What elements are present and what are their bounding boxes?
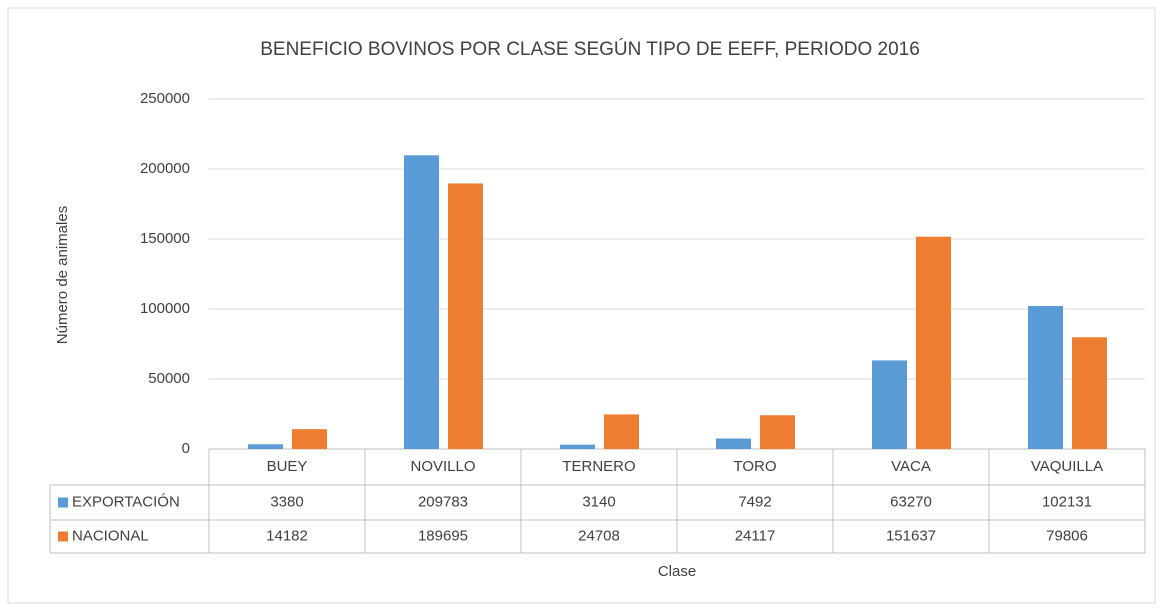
table-value: 102131: [1042, 493, 1092, 510]
y-tick-label: 150000: [140, 230, 190, 247]
y-axis-label: Número de animales: [54, 206, 71, 344]
table-value: 14182: [266, 527, 308, 544]
legend-swatch: [58, 497, 68, 508]
y-tick-label: 0: [182, 440, 190, 457]
bar: [760, 415, 795, 449]
table-value: 3380: [270, 493, 303, 510]
y-tick-label: 250000: [140, 90, 190, 107]
x-tick-label: VAQUILLA: [1031, 458, 1103, 475]
y-tick-label: 100000: [140, 300, 190, 317]
bar: [1072, 337, 1107, 449]
table-value: 151637: [886, 527, 936, 544]
table-value: 3140: [582, 493, 615, 510]
bar: [872, 360, 907, 449]
chart-border: [7, 7, 1156, 604]
table-value: 24117: [735, 527, 776, 544]
table-value: 209783: [418, 493, 468, 510]
x-axis-label: Clase: [658, 563, 696, 580]
y-tick-label: 50000: [148, 370, 190, 387]
x-tick-label: TORO: [733, 458, 776, 475]
table-value: 7492: [738, 493, 771, 510]
table-value: 24708: [578, 527, 620, 544]
legend-swatch: [58, 531, 68, 542]
bar: [1028, 306, 1063, 449]
table-value: 63270: [890, 493, 932, 510]
bar: [292, 429, 327, 449]
chart-title: BENEFICIO BOVINOS POR CLASE SEGÚN TIPO D…: [260, 38, 920, 60]
bar: [916, 236, 951, 449]
bar: [448, 183, 483, 449]
bar: [404, 155, 439, 449]
x-tick-label: NOVILLO: [410, 458, 475, 475]
bar: [248, 444, 283, 449]
bar: [716, 438, 751, 449]
x-tick-label: TERNERO: [562, 458, 635, 475]
legend-label: EXPORTACIÓN: [72, 493, 180, 510]
bar: [604, 414, 639, 449]
x-tick-label: VACA: [891, 458, 931, 475]
table-value: 79806: [1046, 527, 1088, 544]
x-tick-label: BUEY: [267, 458, 308, 475]
table-value: 189695: [418, 527, 468, 544]
bar: [560, 444, 595, 449]
legend-label: NACIONAL: [72, 527, 149, 544]
y-tick-label: 200000: [140, 160, 190, 177]
